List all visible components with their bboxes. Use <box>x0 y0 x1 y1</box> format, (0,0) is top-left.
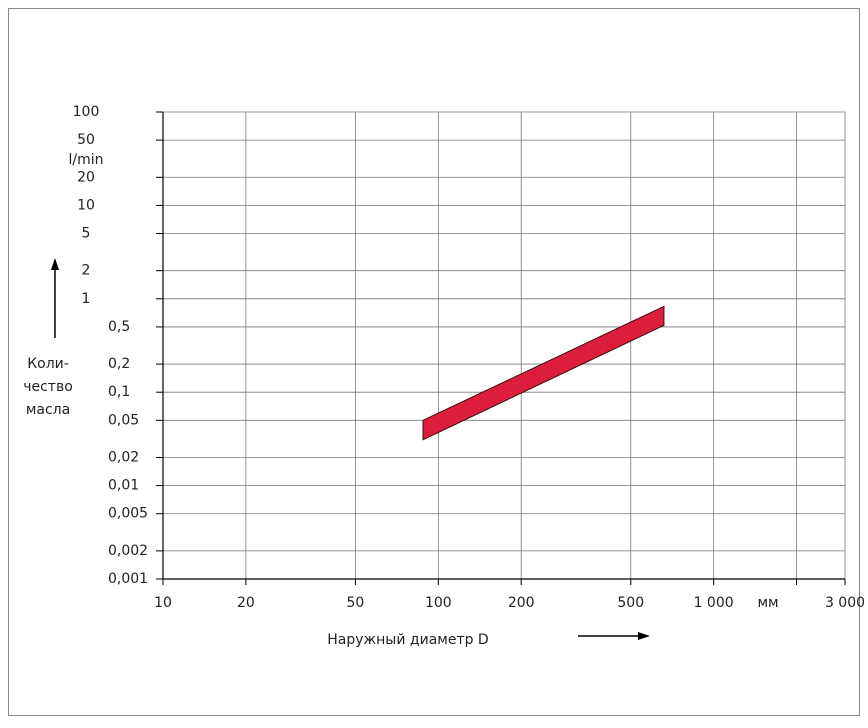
y-tick-label: 1 <box>82 291 91 307</box>
y-tick-label: 100 <box>73 104 100 120</box>
y-axis-label: масла <box>26 402 70 418</box>
y-tick-label: 50 <box>77 132 95 148</box>
x-tick-label: 20 <box>237 595 255 611</box>
y-tick-label: 0,2 <box>108 356 130 372</box>
y-tick-label: 0,005 <box>108 506 148 522</box>
x-tick-label: 100 <box>425 595 452 611</box>
y-unit: l/min <box>68 152 103 168</box>
x-unit: мм <box>757 595 778 611</box>
y-arrow-head <box>51 258 59 270</box>
y-tick-label: 0,05 <box>108 412 139 428</box>
x-arrow-head <box>638 632 650 640</box>
y-tick-label: 0,1 <box>108 384 130 400</box>
y-tick-label: 0,02 <box>108 449 139 465</box>
y-tick-label: 0,001 <box>108 571 148 587</box>
x-tick-label: 200 <box>508 595 535 611</box>
y-tick-label: 2 <box>82 263 91 279</box>
y-tick-label: 0,002 <box>108 543 148 559</box>
x-axis-label: Наружный диаметр D <box>327 632 488 648</box>
y-tick-label: 5 <box>82 226 91 242</box>
y-tick-label: 20 <box>77 169 95 185</box>
y-tick-label: 0,5 <box>108 319 130 335</box>
y-tick-label: 0,01 <box>108 478 139 494</box>
frame <box>8 8 860 716</box>
y-axis-label: чество <box>23 379 73 395</box>
x-tick-label: 1 000 <box>694 595 734 611</box>
x-tick-label: 10 <box>154 595 172 611</box>
x-tick-label: 3 000 <box>825 595 865 611</box>
band <box>422 305 665 441</box>
y-axis-label: Коли- <box>27 356 69 372</box>
x-tick-label: 50 <box>347 595 365 611</box>
y-tick-label: 10 <box>77 197 95 213</box>
x-tick-label: 500 <box>617 595 644 611</box>
